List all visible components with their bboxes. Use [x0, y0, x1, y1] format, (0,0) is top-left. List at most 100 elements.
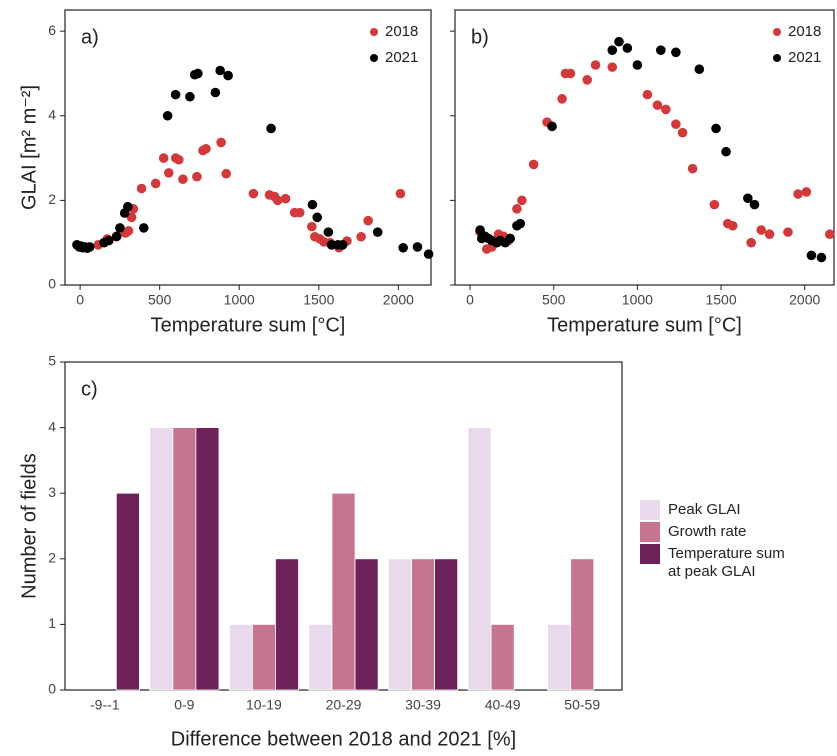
y-tick-label: 3	[48, 484, 56, 500]
point	[215, 65, 225, 76]
legend-label: 2021	[788, 49, 821, 66]
point	[806, 250, 817, 261]
point	[749, 199, 760, 210]
point	[671, 119, 681, 130]
x-tick-label: 1000	[224, 292, 255, 308]
point	[607, 45, 618, 55]
y-tick-label: 2	[48, 191, 56, 207]
point	[170, 89, 181, 100]
bar	[149, 427, 174, 691]
point	[210, 87, 221, 98]
point	[272, 195, 283, 206]
point	[307, 199, 318, 210]
bar	[467, 427, 492, 691]
point	[280, 193, 291, 204]
bar	[331, 492, 356, 691]
legend-label: 2021	[385, 49, 418, 66]
x-tick-label: -9--1	[90, 697, 120, 713]
x-axis-label: Difference between 2018 and 2021 [%]	[171, 728, 516, 750]
y-tick-label: 4	[48, 106, 56, 122]
y-tick-label: 1	[48, 615, 56, 631]
y-axis-label: GLAI [m² m⁻²]	[18, 85, 40, 210]
point	[528, 159, 539, 170]
legend-swatch	[640, 500, 660, 520]
point	[248, 188, 259, 199]
bar	[490, 624, 515, 691]
legend-marker	[773, 54, 781, 62]
point	[363, 215, 373, 226]
point	[150, 178, 161, 189]
point	[746, 237, 756, 248]
point	[266, 123, 276, 134]
y-tick-label: 6	[48, 22, 56, 38]
point	[590, 60, 601, 70]
bar	[172, 427, 197, 691]
point	[395, 188, 406, 199]
point	[565, 68, 576, 79]
point	[138, 223, 149, 233]
bar	[228, 624, 253, 691]
point	[517, 195, 527, 206]
point	[614, 36, 624, 47]
point	[115, 223, 125, 233]
x-tick-label: 10-19	[246, 697, 282, 713]
point	[801, 187, 812, 197]
point	[84, 242, 95, 252]
point	[582, 75, 592, 85]
legend-label: Temperature sum at peak GLAI	[668, 545, 785, 580]
point	[652, 100, 663, 110]
bar	[275, 558, 299, 691]
x-tick-label: 30-39	[405, 697, 441, 713]
point	[372, 227, 383, 237]
point	[764, 229, 775, 240]
panel-label: a)	[81, 26, 99, 48]
point	[158, 153, 169, 163]
x-tick-label: 1000	[622, 292, 653, 308]
point	[136, 183, 147, 194]
legend-marker	[370, 54, 378, 62]
x-axis-label: Temperature sum [°C]	[151, 314, 346, 336]
y-tick-label: 0	[48, 276, 56, 292]
x-tick-label: 1500	[303, 292, 334, 308]
legend-marker	[370, 28, 378, 36]
legend-item: Peak GLAI	[640, 500, 798, 520]
y-axis-label: Number of fields	[18, 453, 40, 599]
point	[547, 121, 557, 132]
legend-label: 2018	[788, 23, 821, 40]
x-tick-label: 50-59	[564, 697, 600, 713]
point	[193, 68, 203, 79]
bar	[115, 492, 140, 691]
point	[515, 218, 526, 229]
point	[783, 227, 793, 237]
point	[423, 249, 434, 259]
x-axis-label: Temperature sum [°C]	[547, 314, 742, 336]
point	[356, 231, 366, 242]
plot-frame	[454, 9, 835, 286]
bar	[570, 558, 595, 691]
y-tick-label: 2	[48, 550, 56, 566]
point	[793, 189, 803, 199]
panel-label: c)	[81, 378, 98, 400]
legend-label: Growth rate	[668, 523, 747, 540]
point	[178, 174, 188, 185]
plot-frame	[64, 9, 432, 286]
point	[557, 94, 567, 104]
bar	[308, 624, 333, 691]
point	[622, 43, 633, 53]
point	[163, 168, 174, 178]
point	[323, 227, 334, 237]
point	[201, 143, 211, 154]
legend: Peak GLAI Growth rate Temperature sum at p…	[640, 500, 798, 583]
point	[337, 240, 348, 250]
point	[743, 193, 753, 204]
point	[656, 45, 666, 55]
y-tick-label: 0	[48, 681, 56, 697]
x-tick-label: 2000	[789, 292, 820, 308]
point	[412, 242, 423, 252]
point	[721, 146, 731, 157]
legend-swatch	[640, 544, 660, 564]
y-tick-label: 5	[48, 353, 56, 369]
point	[192, 171, 202, 182]
bar	[251, 624, 276, 691]
